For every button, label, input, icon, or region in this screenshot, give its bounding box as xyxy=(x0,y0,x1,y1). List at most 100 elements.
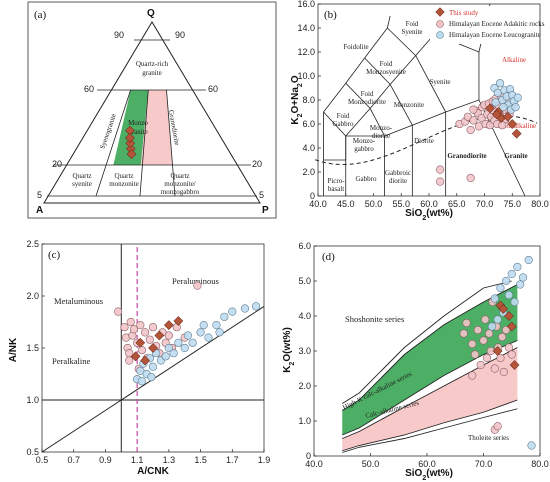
x-tick-label: 1.1 xyxy=(131,455,144,465)
point-himalayan-eocene-leucogranite-14 xyxy=(499,103,508,112)
point-himalayan-eocene-adakitic-rocks-7 xyxy=(469,116,478,125)
x-tick-label: 0.5 xyxy=(36,455,49,465)
point-himalayan-eocene-leucogranite-17 xyxy=(220,312,229,321)
point-himalayan-eocene-adakitic-rocks-1 xyxy=(462,318,471,328)
vertex-p: P xyxy=(262,205,269,216)
label-picrobasalt: Picro-basalt xyxy=(327,177,345,193)
y-tick-label: 1.0 xyxy=(26,395,39,405)
point-himalayan-eocene-leucogranite-3 xyxy=(507,269,516,279)
alkaline-subalkaline-divider xyxy=(315,115,538,166)
point-himalayan-eocene-adakitic-rocks-19 xyxy=(164,331,173,340)
point-himalayan-eocene-adakitic-rocks-3 xyxy=(470,350,480,359)
label-granite-b: Granite xyxy=(504,152,527,160)
point-himalayan-eocene-leucogranite-6 xyxy=(524,255,533,265)
panel-c-axes: 0.5 0.7 0.9 1.1 1.3 1.5 1.7 1.9 0.5 1.0 1.5 2.0 2.5 xyxy=(26,239,270,465)
y-tick-label: 2.0 xyxy=(302,167,315,177)
y-tick-label: 6.0 xyxy=(302,119,315,129)
vertex-a: A xyxy=(36,205,43,216)
label-peralkaline: Peralkaline xyxy=(52,356,90,366)
point-himalayan-eocene-adakitic-rocks-14 xyxy=(148,323,158,332)
label-tholeite: Tholeite series xyxy=(468,434,509,442)
point-himalayan-eocene-leucogranite-11 xyxy=(174,338,183,347)
panel-c-xlabel: A/CNK xyxy=(137,466,169,477)
x-tick-label: 70.0 xyxy=(475,459,493,469)
point-himalayan-eocene-leucogranite-0 xyxy=(490,294,499,303)
panel-b-points xyxy=(436,79,522,186)
x-tick-label: 55.0 xyxy=(392,199,410,209)
legend-b: This study Himalayan Eocene Adakitic roc… xyxy=(430,6,545,44)
x-tick-label: 1.3 xyxy=(163,455,176,465)
point-this-study-4 xyxy=(125,132,135,143)
panel-a-points xyxy=(125,125,137,160)
point-himalayan-eocene-adakitic-rocks-17 xyxy=(499,367,508,377)
point-this-study-3 xyxy=(502,111,513,122)
point-himalayan-eocene-leucogranite-19 xyxy=(240,304,250,313)
point-himalayan-eocene-leucogranite-14 xyxy=(196,328,205,337)
point-himalayan-eocene-adakitic-rocks-33 xyxy=(498,121,507,130)
point-this-study-5 xyxy=(163,320,174,330)
point-himalayan-eocene-adakitic-rocks-20 xyxy=(507,350,516,359)
label-gabbroic-diorite: Gabbroic diorite xyxy=(385,169,411,185)
label-peraluminous: Peraluminous xyxy=(172,276,219,286)
point-this-study-0 xyxy=(485,103,495,114)
point-this-study-6 xyxy=(491,109,502,120)
panel-d-axes: 40.0 50.0 60.0 70.0 80.0 0 1.0 2.0 3.0 4.0 5.0 6.0 xyxy=(298,241,548,469)
point-himalayan-eocene-adakitic-rocks-6 xyxy=(466,173,475,183)
panel-d-ylabel: K2O(wt%) xyxy=(282,327,296,373)
point-himalayan-eocene-adakitic-rocks-24 xyxy=(125,356,134,365)
point-this-study-4 xyxy=(507,119,518,129)
point-himalayan-eocene-leucogranite-13 xyxy=(491,98,500,107)
label-alkaline: Alkaline xyxy=(502,56,526,64)
series-boundary-1 xyxy=(342,284,518,411)
panel-c-points xyxy=(114,281,261,386)
point-himalayan-eocene-leucogranite-15 xyxy=(204,333,213,342)
panel-b: (b) 40.0 45.0 50.0 55.0 60.0 65.0 70.0 75.0 80.0… xyxy=(290,0,549,222)
tas-line-fs xyxy=(387,27,416,56)
point-himalayan-eocene-leucogranite-10 xyxy=(169,349,178,358)
x-tick-label: 50.0 xyxy=(365,199,383,209)
panel-c: (c) 0.5 0.7 0.9 1.1 1.3 1.5 1.7 1.9 0.5 1.0 1.5 2.0… xyxy=(8,239,270,477)
point-this-study-4 xyxy=(154,330,165,341)
panel-a: (a) Q A P 90 60 20 5 90 60 20 5 Quartz-r… xyxy=(27,1,277,219)
panel-d-label: (d) xyxy=(322,251,335,263)
left-tick-5: 5 xyxy=(37,190,42,200)
label-metaluminous: Metaluminous xyxy=(54,296,103,306)
right-tick-20: 20 xyxy=(252,159,262,169)
point-himalayan-eocene-leucogranite-4 xyxy=(513,262,522,272)
granodiorite-field xyxy=(140,90,172,165)
panel-b-axes: 40.0 45.0 50.0 55.0 60.0 65.0 70.0 75.0 80.0 0 2.0… xyxy=(297,0,548,209)
y-tick-label: 2.0 xyxy=(298,381,311,391)
y-tick-label: 0 xyxy=(306,451,311,461)
label-monzogranite: Monzo granite xyxy=(128,119,148,136)
point-this-study-5 xyxy=(509,360,520,370)
point-this-study-6 xyxy=(173,316,184,326)
point-himalayan-eocene-adakitic-rocks-5 xyxy=(476,360,485,370)
divider-grano-tonalite xyxy=(166,89,176,197)
legend-marker-adakitic xyxy=(436,20,444,28)
label-diorite: Diorite xyxy=(414,137,434,145)
x-tick-label: 70.0 xyxy=(476,199,494,209)
left-tick-20: 20 xyxy=(52,159,62,169)
point-himalayan-eocene-leucogranite-21 xyxy=(137,377,146,386)
label-foid-syenite: Foid Syenite xyxy=(402,20,423,36)
x-tick-label: 1.7 xyxy=(226,455,239,465)
point-himalayan-eocene-adakitic-rocks-9 xyxy=(136,321,145,330)
point-himalayan-eocene-leucogranite-8 xyxy=(504,290,514,300)
y-tick-label: 3.0 xyxy=(298,346,311,356)
point-himalayan-eocene-adakitic-rocks-2 xyxy=(468,339,477,349)
right-tick-90: 90 xyxy=(175,30,185,40)
point-this-study-1 xyxy=(125,138,136,149)
point-himalayan-eocene-adakitic-rocks-23 xyxy=(468,371,477,380)
panel-b-xlabel: SiO2(wt%) xyxy=(405,208,453,222)
x-tick-label: 40.0 xyxy=(309,199,327,209)
label-foidolite: Foidolite xyxy=(343,43,368,51)
x-tick-label: 65.0 xyxy=(448,199,466,209)
legend-box xyxy=(430,6,538,44)
y-tick-label: 10.0 xyxy=(297,71,315,81)
point-this-study-2 xyxy=(126,149,137,160)
point-this-study-2 xyxy=(504,311,514,321)
point-himalayan-eocene-adakitic-rocks-7 xyxy=(481,315,490,324)
tas-boundary-foidolite xyxy=(323,15,391,160)
legend-label-adakitic: Himalayan Eocene Adakitic rocks xyxy=(449,20,545,28)
panel-b-ylabel: K2O+Na2O xyxy=(290,75,304,124)
